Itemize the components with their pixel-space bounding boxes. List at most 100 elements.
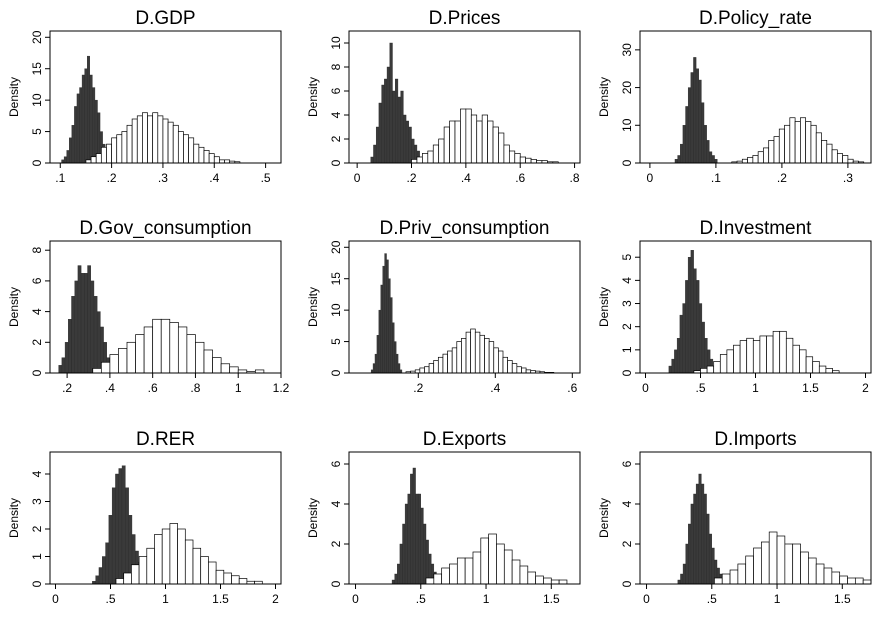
histogram-bar — [131, 564, 140, 585]
histogram-bar — [443, 126, 450, 164]
histogram-bar — [378, 102, 382, 164]
histogram-bar — [115, 473, 119, 585]
histogram-bar — [847, 577, 856, 585]
histogram-bar — [403, 114, 407, 164]
histogram-bar — [90, 280, 95, 374]
x-tick-label: .6 — [515, 171, 525, 185]
histogram-bar — [752, 155, 759, 164]
histogram-bar — [208, 561, 217, 585]
y-axis-label: Density — [597, 287, 611, 327]
y-tick-label: 30 — [620, 43, 634, 57]
histogram-bar — [479, 334, 485, 374]
x-tick-label: 0 — [352, 592, 359, 606]
histogram-bar — [766, 335, 774, 374]
x-tick-label: 1 — [162, 592, 169, 606]
histogram-bar — [558, 579, 568, 585]
histogram-bar — [492, 126, 499, 164]
histogram-bar — [433, 360, 439, 374]
histogram-bar — [677, 579, 681, 585]
x-tick-label: 2 — [272, 592, 279, 606]
histogram-bar — [454, 120, 461, 164]
panel-title: D.Policy_rate — [699, 8, 812, 29]
panel-svg: D.Gov_consumption Density .2 .4 .6 .8 1 1.2 0 2 4 6… — [7, 218, 290, 395]
histogram-bar — [384, 78, 388, 164]
histogram-bar — [695, 483, 699, 585]
histogram-bar — [690, 503, 694, 585]
y-axis-label: Density — [306, 498, 320, 538]
panel-0: D.GDP Density .1 .2 .3 .4 .5 0 5 10 15 20 — [0, 0, 293, 209]
histogram-bar — [854, 577, 864, 585]
series-1 — [405, 328, 555, 374]
histogram-bar — [449, 120, 456, 164]
histogram-bar — [135, 334, 145, 374]
y-tick-label: 4 — [30, 308, 44, 315]
histogram-bar — [375, 126, 380, 164]
histogram-bar — [739, 340, 748, 374]
histogram-bar — [102, 556, 106, 585]
series-0 — [391, 467, 445, 585]
plot-frame — [348, 30, 581, 164]
series-0 — [668, 250, 719, 374]
y-tick-label: 4 — [30, 470, 44, 477]
x-tick-label: .5 — [416, 592, 426, 606]
histogram-bar — [74, 280, 79, 374]
histogram-bar — [476, 120, 483, 164]
histogram-bar — [95, 575, 100, 585]
histogram-bar — [805, 356, 814, 374]
histogram-bar — [404, 503, 408, 585]
histogram-bar — [167, 121, 174, 164]
histogram-bar — [157, 115, 164, 164]
histogram-bar — [741, 158, 748, 164]
x-tick-label: 1 — [235, 381, 242, 395]
histogram-bar — [382, 265, 385, 374]
histogram-bar — [719, 354, 728, 374]
histogram-bar — [543, 577, 552, 585]
histogram-bar — [753, 547, 762, 585]
y-tick-label: 6 — [620, 460, 634, 467]
y-axis-label: Density — [7, 498, 21, 538]
histogram-bar — [172, 124, 179, 164]
histogram-bar — [425, 577, 435, 585]
histogram-bar — [399, 543, 403, 585]
histogram-bar — [729, 569, 739, 585]
histogram-bar — [810, 124, 817, 164]
histogram-bar — [842, 155, 849, 164]
histogram-bar — [472, 551, 482, 585]
histogram-bar — [212, 357, 222, 374]
histogram-bar — [415, 493, 419, 585]
histogram-bar — [397, 563, 401, 585]
histogram-bar — [154, 534, 163, 585]
x-tick-label: .2 — [107, 171, 117, 185]
histogram-bar — [812, 361, 820, 374]
histogram-bar — [480, 537, 489, 585]
histogram-bar — [496, 543, 505, 585]
histogram-bar — [186, 334, 196, 374]
histogram-bar — [84, 68, 88, 164]
histogram-bar — [674, 159, 678, 164]
series-1 — [411, 108, 559, 164]
histogram-bar — [424, 366, 430, 374]
y-tick-label: 10 — [30, 93, 44, 107]
histogram-bar — [215, 569, 225, 585]
histogram-bar — [438, 138, 445, 164]
histogram-bar — [118, 348, 128, 374]
histogram-bar — [773, 136, 780, 164]
x-tick-label: 1 — [752, 381, 759, 395]
histogram-bar — [779, 330, 787, 374]
histogram-bar — [761, 541, 770, 585]
histogram-bar — [815, 563, 825, 585]
x-tick-label: 0 — [52, 592, 59, 606]
histogram-bar — [138, 556, 148, 585]
y-tick-label: 1 — [30, 553, 44, 560]
histogram-bar — [676, 338, 681, 374]
histogram-bar — [470, 328, 476, 374]
histogram-bar — [800, 551, 809, 585]
plot-frame — [348, 240, 581, 374]
x-tick-label: 1.2 — [273, 381, 290, 395]
histogram-bar — [142, 112, 148, 164]
histogram-bar — [410, 473, 414, 585]
histogram-bar — [747, 156, 754, 164]
histogram-bar — [461, 338, 467, 374]
y-tick-label: 6 — [30, 277, 44, 284]
histogram-bar — [420, 507, 424, 585]
